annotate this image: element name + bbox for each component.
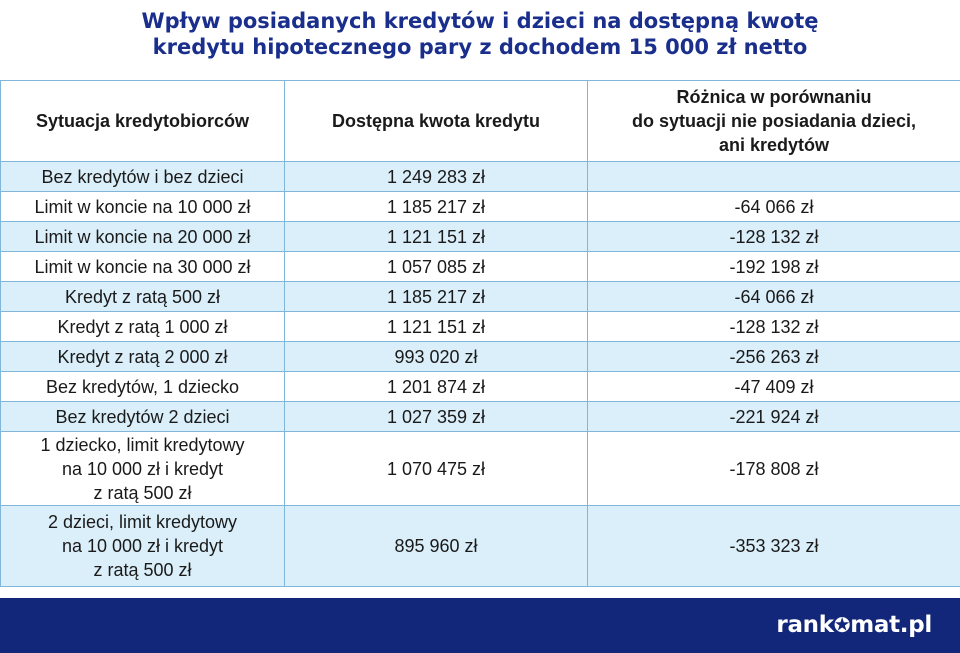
table-row: 1 dziecko, limit kredytowy na 10 000 zł …	[0, 431, 960, 506]
footer-bar: rank✪mat.pl	[0, 598, 960, 653]
column-header: Sytuacja kredytobiorców	[0, 80, 285, 162]
page-title: Wpływ posiadanych kredytów i dzieci na d…	[141, 9, 819, 59]
table-cell: Limit w koncie na 10 000 zł	[0, 191, 285, 222]
table-header-row: Sytuacja kredytobiorców Dostępna kwota k…	[0, 80, 960, 162]
table-row: Bez kredytów i bez dzieci 1 249 283 zł	[0, 161, 960, 192]
table-cell: -256 263 zł	[587, 341, 960, 372]
table-cell: 1 249 283 zł	[284, 161, 588, 192]
table-cell: 1 121 151 zł	[284, 221, 588, 252]
table-cell: Bez kredytów i bez dzieci	[0, 161, 285, 192]
table-cell: -221 924 zł	[587, 401, 960, 432]
table-cell: -64 066 zł	[587, 281, 960, 312]
table-cell: 993 020 zł	[284, 341, 588, 372]
table-row: Kredyt z ratą 500 zł 1 185 217 zł -64 06…	[0, 281, 960, 312]
table-cell: -128 132 zł	[587, 221, 960, 252]
table-cell: 1 070 475 zł	[284, 431, 588, 506]
table-cell: 1 185 217 zł	[284, 281, 588, 312]
table-row: Limit w koncie na 20 000 zł 1 121 151 zł…	[0, 221, 960, 252]
table-cell: Limit w koncie na 20 000 zł	[0, 221, 285, 252]
table-cell: -178 808 zł	[587, 431, 960, 506]
table-cell: 1 027 359 zł	[284, 401, 588, 432]
rankomat-logo: rank✪mat.pl	[776, 612, 932, 638]
column-header: Dostępna kwota kredytu	[284, 80, 588, 162]
table-cell: 895 960 zł	[284, 505, 588, 587]
table-row: Limit w koncie na 10 000 zł 1 185 217 zł…	[0, 191, 960, 222]
table-row: Kredyt z ratą 1 000 zł 1 121 151 zł -128…	[0, 311, 960, 342]
column-header: Różnica w porównaniu do sytuacji nie pos…	[587, 80, 960, 162]
table-cell: -128 132 zł	[587, 311, 960, 342]
table-cell: 1 dziecko, limit kredytowy na 10 000 zł …	[0, 431, 285, 506]
table-cell: 1 121 151 zł	[284, 311, 588, 342]
table-cell	[587, 161, 960, 192]
table-cell: 1 185 217 zł	[284, 191, 588, 222]
table-cell: Bez kredytów 2 dzieci	[0, 401, 285, 432]
table-cell: Kredyt z ratą 1 000 zł	[0, 311, 285, 342]
table-cell: Kredyt z ratą 500 zł	[0, 281, 285, 312]
table-cell: 1 201 874 zł	[284, 371, 588, 402]
table-cell: 2 dzieci, limit kredytowy na 10 000 zł i…	[0, 505, 285, 587]
table-cell: 1 057 085 zł	[284, 251, 588, 282]
table-cell: Kredyt z ratą 2 000 zł	[0, 341, 285, 372]
table-cell: -353 323 zł	[587, 505, 960, 587]
table-row: Limit w koncie na 30 000 zł 1 057 085 zł…	[0, 251, 960, 282]
table-cell: Limit w koncie na 30 000 zł	[0, 251, 285, 282]
table-row: Kredyt z ratą 2 000 zł 993 020 zł -256 2…	[0, 341, 960, 372]
table-cell: -47 409 zł	[587, 371, 960, 402]
table-row: 2 dzieci, limit kredytowy na 10 000 zł i…	[0, 505, 960, 587]
table-row: Bez kredytów 2 dzieci 1 027 359 zł -221 …	[0, 401, 960, 432]
logo-text-left: rank	[776, 612, 834, 638]
table-cell: -64 066 zł	[587, 191, 960, 222]
table-cell: Bez kredytów, 1 dziecko	[0, 371, 285, 402]
table-cell: -192 198 zł	[587, 251, 960, 282]
logo-text-right: mat.pl	[850, 612, 932, 638]
star-icon: ✪	[833, 613, 851, 637]
table-row: Bez kredytów, 1 dziecko 1 201 874 zł -47…	[0, 371, 960, 402]
data-table: Sytuacja kredytobiorców Dostępna kwota k…	[0, 80, 960, 587]
